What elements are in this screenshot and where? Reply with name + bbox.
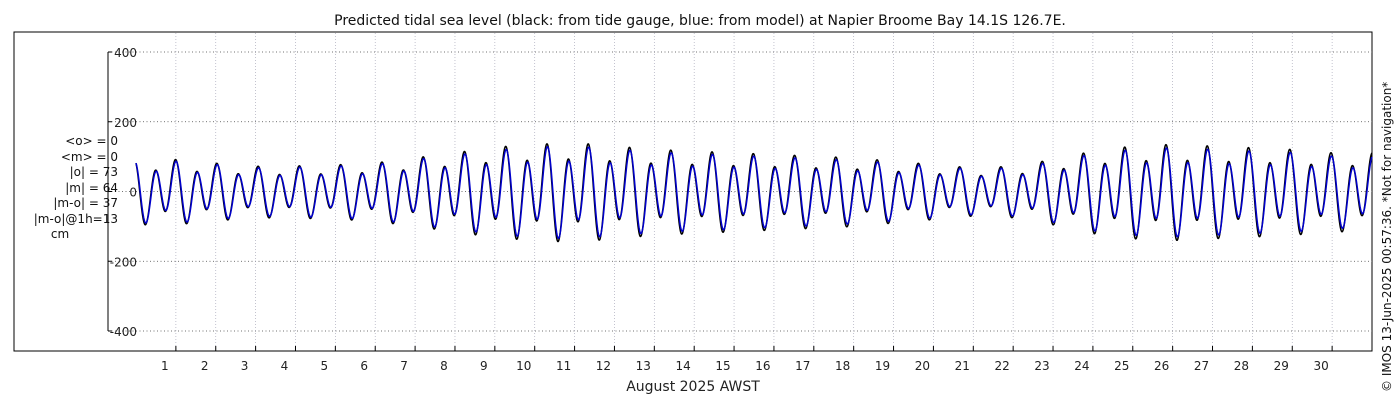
x-tick-label: 3 [241,359,249,373]
x-tick-label: 6 [360,359,368,373]
y-tick-label: 200 [114,116,137,130]
x-tick-label: 8 [440,359,448,373]
chart-title: Predicted tidal sea level (black: from t… [334,13,1066,29]
x-tick-label: 22 [995,359,1010,373]
x-tick-label: 30 [1313,359,1328,373]
x-tick-label: 4 [281,359,289,373]
x-tick-label: 27 [1194,359,1209,373]
x-tick-label: 18 [835,359,850,373]
x-tick-label: 23 [1034,359,1049,373]
x-tick-label: 25 [1114,359,1129,373]
x-gridlines [175,33,1333,350]
abs-observed: |o| = 73 [69,165,118,179]
x-tick-label: 17 [795,359,810,373]
x-tick-label: 24 [1074,359,1089,373]
abs-difference: |m-o| = 37 [53,196,118,210]
x-tick-label: 2 [201,359,209,373]
y-tick-label: 0 [129,186,137,200]
x-tick-label: 14 [676,359,691,373]
x-tick-label: 16 [755,359,770,373]
x-tick-label: 13 [636,359,651,373]
abs-difference-1h: |m-o|@1h=13 [33,211,118,226]
y-ticks: -400 -200 0 200 400 [108,46,137,339]
mean-model: <m> = 0 [60,149,118,164]
x-tick-label: 28 [1234,359,1249,373]
copyright-credit: © IMOS 13-Jun-2025 00:57:36. *Not for na… [1380,81,1394,392]
x-tick-label: 21 [955,359,970,373]
x-ticks: 1 2 3 4 5 6 7 8 9 10 11 12 13 14 15 16 17 18 19 20 21 22 23 24 2… [161,346,1333,373]
stats-unit: cm [50,227,70,241]
x-tick-label: 10 [516,359,531,373]
abs-model: |m| = 64 [65,180,118,195]
y-gridlines [108,51,1372,332]
x-tick-label: 9 [480,359,488,373]
mean-observed: <o> = 0 [65,134,118,148]
y-tick-label: -400 [110,325,137,339]
x-tick-label: 1 [161,359,169,373]
y-tick-label: 400 [114,46,137,60]
x-tick-label: 15 [715,359,730,373]
x-tick-label: 11 [556,359,571,373]
x-tick-label: 20 [915,359,930,373]
series-group [135,143,1373,243]
x-tick-label: 5 [321,359,329,373]
x-tick-label: 26 [1154,359,1169,373]
series-model-line [135,146,1373,240]
x-tick-label: 29 [1274,359,1289,373]
y-tick-label: -200 [110,255,137,269]
x-tick-label: 7 [400,359,408,373]
x-tick-label: 12 [596,359,611,373]
x-axis-label: August 2025 AWST [626,379,760,395]
x-tick-label: 19 [875,359,890,373]
statistics-panel: <o> = 0 <m> = 0 |o| = 73 |m| = 64 |m-o| … [10,134,118,243]
